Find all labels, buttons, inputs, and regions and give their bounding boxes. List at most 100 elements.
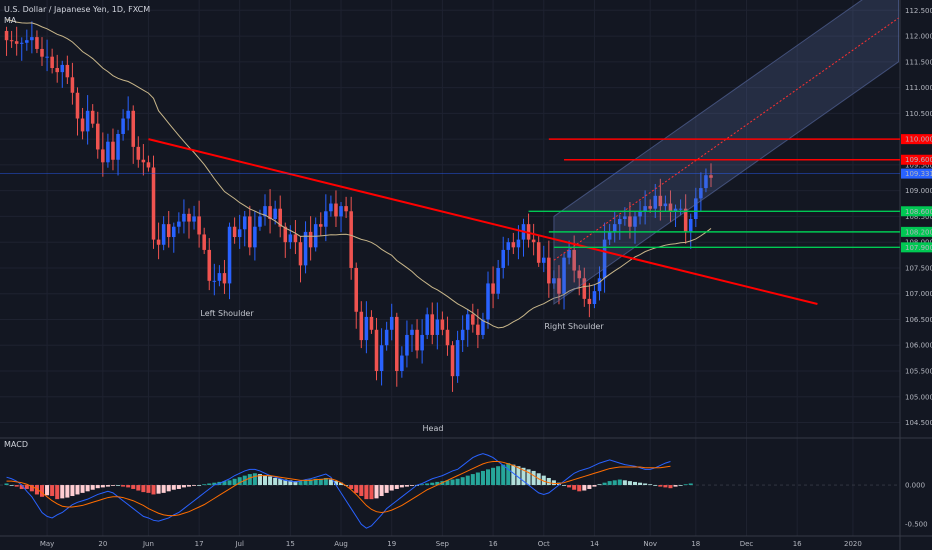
level-price-label: 108.600 (905, 208, 932, 216)
macd-histogram-bar (617, 479, 622, 486)
macd-histogram-bar (308, 479, 313, 486)
candle-body (329, 203, 333, 212)
macd-histogram-bar (485, 469, 491, 486)
macd-histogram-bar (597, 484, 602, 486)
last-price-label: 109.331 (905, 170, 932, 178)
candle-body (207, 249, 212, 281)
macd-histogram-bar (90, 485, 95, 490)
macd-histogram-bar (60, 485, 65, 499)
candle-body (151, 167, 156, 240)
price-tick-label: 112.000 (905, 33, 932, 41)
macd-histogram-bar (399, 485, 404, 488)
macd-histogram-bar (551, 480, 556, 486)
candle-body (384, 329, 389, 346)
macd-histogram-bar (374, 485, 379, 499)
price-tick-label: 109.000 (905, 187, 932, 195)
macd-histogram-bar (379, 485, 384, 497)
macd-histogram-bar (110, 485, 115, 486)
candle-body (55, 68, 59, 73)
candle-body (14, 41, 19, 44)
macd-histogram-bar (136, 485, 141, 491)
indicator-label: MA (4, 16, 17, 25)
time-tick-label: 16 (793, 540, 802, 548)
candle-body (531, 239, 536, 243)
macd-histogram-bar (171, 485, 176, 490)
macd-histogram-bar (359, 485, 364, 497)
price-tick-label: 110.500 (905, 110, 932, 118)
macd-histogram-bar (455, 478, 460, 486)
macd-histogram-bar (632, 481, 638, 486)
time-tick-label: 20 (98, 540, 107, 548)
price-tick-label: 106.000 (905, 342, 932, 350)
candle-body (374, 329, 379, 372)
macd-histogram-bar (339, 482, 344, 486)
macd-histogram-bar (531, 470, 536, 486)
candle-body (30, 37, 34, 41)
macd-histogram-bar (161, 485, 166, 493)
candle-body (268, 206, 272, 219)
candle-body (303, 231, 308, 266)
candle-body (653, 195, 658, 209)
macd-histogram-bar (622, 480, 627, 486)
macd-histogram-bar (166, 485, 171, 492)
candle-body (349, 211, 353, 268)
time-tick-label: Oct (538, 540, 550, 548)
macd-histogram-bar (328, 479, 333, 486)
candle-body (562, 257, 566, 294)
candle-body (572, 249, 576, 271)
annotation-head: Head (423, 424, 444, 433)
candle-body (40, 48, 44, 57)
candle-body (318, 224, 323, 227)
macd-histogram-bar (80, 485, 85, 493)
macd-histogram-bar (303, 480, 308, 486)
candle-body (496, 267, 500, 294)
macd-histogram-bar (29, 485, 34, 492)
macd-histogram-bar (592, 485, 597, 487)
candle-body (344, 206, 348, 212)
time-tick-label: 16 (489, 540, 498, 548)
macd-histogram-bar (298, 481, 303, 486)
candle-body (547, 257, 551, 284)
candle-body (592, 291, 597, 305)
candle-body (288, 234, 293, 243)
macd-histogram-bar (688, 483, 693, 486)
macd-histogram-bar (577, 485, 582, 492)
time-tick-label: 15 (286, 540, 295, 548)
macd-histogram-bar (648, 484, 653, 486)
candle-body (339, 206, 343, 217)
candle-body (602, 239, 607, 279)
candle-body (237, 229, 242, 238)
price-tick-label: 111.000 (905, 84, 932, 92)
candle-body (506, 242, 511, 250)
macd-histogram-bar (369, 485, 374, 500)
macd-histogram-bar (237, 477, 242, 486)
macd-histogram-bar (470, 474, 475, 486)
candle-body (618, 219, 622, 225)
macd-histogram-bar (323, 477, 328, 486)
candle-body (658, 195, 663, 207)
macd-histogram-bar (151, 485, 156, 495)
macd-histogram-bar (435, 481, 440, 486)
candle-body (273, 208, 277, 219)
candle-body (197, 216, 201, 235)
macd-histogram-bar (313, 478, 318, 486)
candle-body (582, 278, 587, 299)
candle-body (364, 316, 369, 341)
macd-histogram-bar (222, 481, 227, 486)
macd-histogram-bar (521, 467, 526, 486)
neckline-trendline (148, 138, 818, 305)
candle-body (192, 216, 196, 222)
candle-body (501, 249, 505, 268)
macd-histogram-bar (252, 473, 257, 486)
macd-histogram-bar (364, 485, 369, 500)
macd-histogram-bar (75, 485, 80, 495)
macd-histogram-bar (404, 485, 409, 487)
macd-histogram-bar (333, 481, 338, 486)
macd-histogram-bar (293, 481, 298, 486)
macd-histogram-bar (9, 485, 14, 486)
annotation-left-shoulder: Left Shoulder (200, 309, 254, 318)
candle-body (263, 206, 267, 217)
macd-histogram-bar (683, 484, 688, 486)
candle-body (248, 216, 252, 248)
